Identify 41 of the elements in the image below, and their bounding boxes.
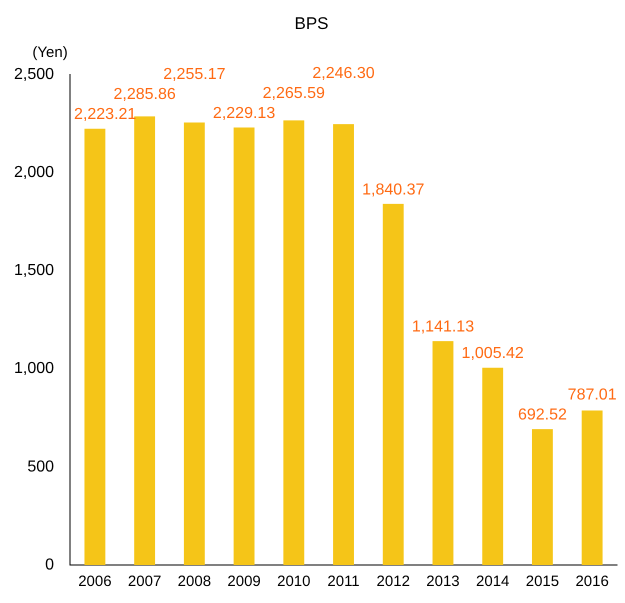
bar <box>134 116 156 565</box>
data-label: 2,229.13 <box>212 104 276 122</box>
data-label: 1,005.42 <box>462 345 524 362</box>
bar <box>482 368 504 565</box>
y-tick-label: 0 <box>45 556 54 574</box>
data-label: 692.52 <box>518 406 567 424</box>
x-tick-label: 2006 <box>78 573 112 590</box>
x-tick-label: 2013 <box>426 573 460 590</box>
data-label: 2,265.59 <box>262 84 326 102</box>
data-label: 787.01 <box>568 386 617 404</box>
x-tick-label: 2015 <box>526 573 560 590</box>
bar <box>333 124 354 565</box>
x-tick-label: 2012 <box>376 573 410 590</box>
data-label: 2,223.21 <box>74 106 136 124</box>
y-tick-label: 1,000 <box>14 360 54 378</box>
bar <box>532 429 553 565</box>
x-tick-label: 2016 <box>575 573 609 590</box>
bar <box>432 341 454 565</box>
x-tick-label: 2008 <box>178 573 212 590</box>
data-label: 1,141.13 <box>412 318 474 336</box>
x-tick-label: 2007 <box>128 573 162 590</box>
data-label: 2,255.17 <box>163 66 226 84</box>
data-label: 2,246.30 <box>312 64 375 82</box>
y-tick-label: 2,500 <box>14 66 54 83</box>
x-tick-label: 2009 <box>227 573 261 590</box>
data-label: 1,840.37 <box>362 181 424 198</box>
bar <box>84 128 106 565</box>
bar <box>283 120 304 565</box>
y-axis-title: (Yen) <box>32 44 68 62</box>
chart-title: BPS <box>294 14 329 33</box>
bar <box>582 410 603 565</box>
data-label: 2,285.86 <box>113 86 176 104</box>
bar <box>234 128 255 565</box>
x-tick-label: 2014 <box>476 573 510 590</box>
x-tick-label: 2010 <box>277 573 310 590</box>
y-tick-label: 1,500 <box>14 262 54 280</box>
y-tick-label: 500 <box>27 458 54 476</box>
bar <box>382 204 404 565</box>
bar <box>184 122 205 565</box>
x-tick-label: 2011 <box>327 573 360 590</box>
y-tick-label: 2,000 <box>14 164 54 181</box>
